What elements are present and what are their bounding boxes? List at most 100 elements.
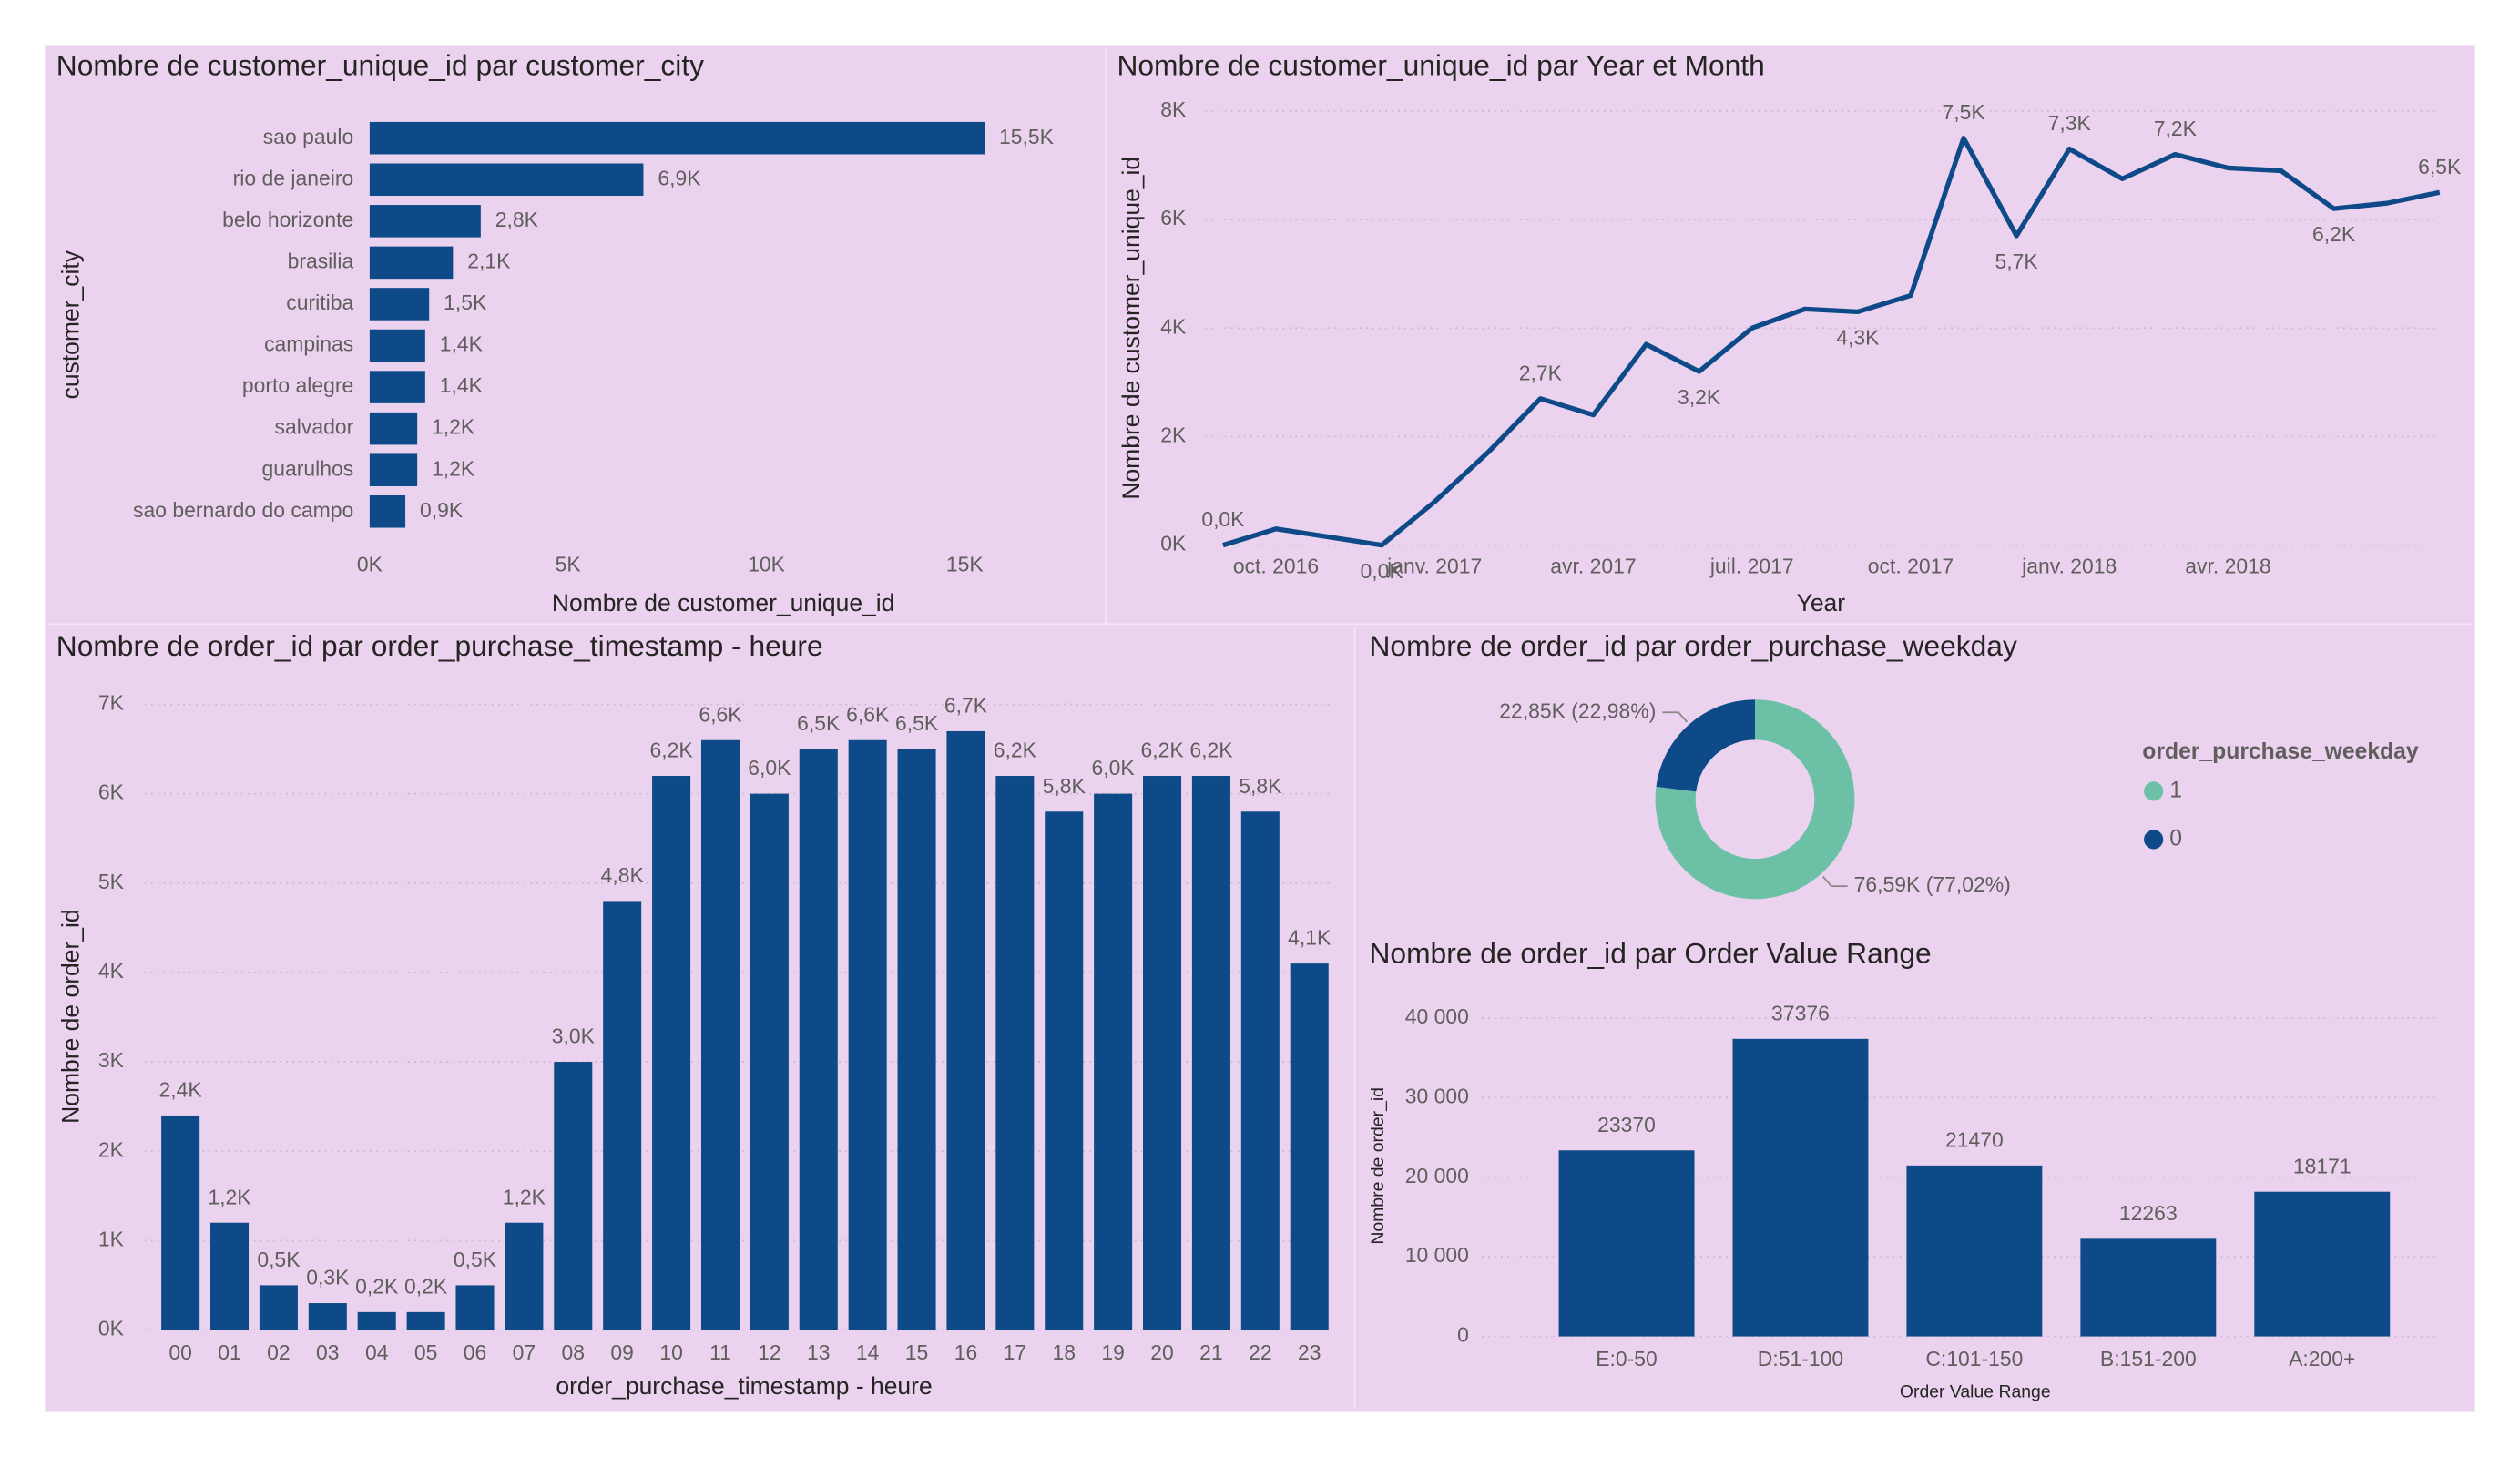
x-tick-label: E:0-50: [1596, 1347, 1658, 1370]
bar: [799, 749, 838, 1330]
y-axis-title: customer_city: [56, 250, 84, 399]
data-label: 0,5K: [257, 1248, 301, 1271]
data-label: 0,9K: [420, 498, 464, 522]
bar: [995, 776, 1035, 1330]
y-tick-label: sao bernardo do campo: [133, 498, 353, 522]
legend-title: order_purchase_weekday: [2142, 739, 2419, 764]
bar: [369, 329, 425, 362]
bar: [1191, 776, 1230, 1330]
data-label: 4,1K: [1288, 926, 1331, 950]
data-label: 7,2K: [2154, 117, 2198, 140]
x-tick-label: 06: [464, 1340, 487, 1364]
data-label: 1,2K: [503, 1185, 546, 1208]
bar: [369, 121, 985, 155]
leader-line: [1662, 711, 1689, 723]
x-tick-label: 00: [168, 1340, 192, 1364]
legend-label: 1: [2169, 778, 2182, 802]
x-tick-label: 12: [758, 1340, 781, 1364]
x-tick-label: 17: [1004, 1340, 1027, 1364]
data-label: 0,2K: [355, 1274, 399, 1298]
x-tick-label: janv. 2017: [1386, 554, 1482, 577]
y-tick-label: brasilia: [288, 249, 354, 272]
y-tick-label: 5K: [98, 870, 125, 893]
bar: [369, 163, 644, 197]
chart-title: Nombre de customer_unique_id par Year et…: [1117, 49, 1764, 82]
x-tick-label: janv. 2018: [2021, 554, 2117, 577]
x-tick-label: 04: [365, 1340, 389, 1364]
data-label: 6,9K: [658, 166, 701, 189]
y-tick-label: guarulhos: [262, 456, 354, 480]
data-label: 37376: [1771, 1001, 1830, 1024]
donut-slice: [1656, 699, 1756, 792]
data-label: 1,5K: [444, 290, 487, 314]
bar: [369, 453, 418, 486]
chart-title: Nombre de order_id par Order Value Range: [1369, 936, 1931, 969]
x-tick-label: 0K: [357, 553, 383, 576]
bar: [554, 1062, 593, 1330]
x-axis-title: order_purchase_timestamp - heure: [556, 1372, 932, 1400]
y-tick-label: salvador: [275, 415, 354, 439]
x-tick-label: avr. 2017: [1550, 554, 1636, 577]
x-tick-label: 23: [1298, 1340, 1321, 1364]
data-label: 21470: [1945, 1127, 2004, 1151]
data-label: 6,5K: [2418, 155, 2462, 178]
x-tick-label: D:51-100: [1758, 1347, 1843, 1370]
bar: [750, 793, 789, 1330]
y-tick-label: belo horizonte: [222, 208, 353, 231]
y-tick-label: porto alegre: [242, 373, 353, 397]
bar: [946, 730, 985, 1330]
x-tick-label: 19: [1101, 1340, 1125, 1364]
data-label: 3,0K: [552, 1024, 596, 1048]
legend-marker: [2144, 781, 2164, 801]
data-label: 2,7K: [1519, 361, 1563, 384]
data-label: 6,0K: [1092, 756, 1136, 779]
x-axis-title: Order Value Range: [1900, 1381, 2051, 1401]
x-axis-title: Year: [1797, 589, 1846, 616]
bar: [357, 1311, 396, 1330]
leader-line: [1821, 875, 1848, 888]
bar: [369, 371, 425, 403]
y-tick-label: 6K: [1160, 206, 1187, 229]
line: [1222, 136, 2441, 548]
y-tick-label: 40 000: [1405, 1004, 1469, 1028]
data-label: 1,4K: [440, 373, 484, 397]
y-tick-label: 20 000: [1405, 1164, 1469, 1187]
bar: [1240, 811, 1280, 1330]
data-label: 5,8K: [1043, 774, 1087, 798]
data-label: 0,2K: [404, 1274, 448, 1298]
bar: [700, 739, 740, 1330]
x-tick-label: 10: [659, 1340, 683, 1364]
y-tick-label: sao paulo: [263, 125, 353, 148]
data-label: 15,5K: [999, 125, 1055, 148]
data-label: 1,2K: [208, 1185, 251, 1208]
bar: [603, 901, 642, 1330]
data-label: 6,2K: [2312, 222, 2356, 246]
bar: [308, 1303, 347, 1330]
bar: [897, 749, 936, 1330]
data-label: 6,7K: [944, 694, 988, 718]
bar: [455, 1285, 495, 1330]
x-tick-label: 16: [954, 1340, 978, 1364]
data-label: 0,0K: [1201, 507, 1245, 531]
bar: [369, 412, 418, 445]
data-label: 6,5K: [895, 711, 939, 735]
x-tick-label: 02: [267, 1340, 291, 1364]
x-tick-label: C:101-150: [1925, 1347, 2023, 1370]
y-tick-label: 4K: [98, 959, 125, 983]
data-label: 4,8K: [601, 863, 645, 887]
data-label: 22,85K (22,98%): [1499, 698, 1656, 722]
data-label: 6,5K: [797, 711, 841, 735]
x-tick-label: oct. 2017: [1868, 554, 1954, 577]
y-tick-label: curitiba: [286, 290, 353, 314]
data-label: 76,59K (77,02%): [1854, 872, 2011, 896]
bar: [505, 1222, 544, 1330]
y-axis-title: Nombre de order_id: [1368, 1087, 1388, 1245]
bar: [1290, 963, 1329, 1330]
data-label: 23370: [1597, 1113, 1656, 1136]
data-label: 7,3K: [2048, 111, 2092, 135]
data-label: 2,8K: [495, 208, 539, 231]
data-label: 2,1K: [467, 249, 511, 272]
x-tick-label: 20: [1150, 1340, 1174, 1364]
y-tick-label: 3K: [98, 1048, 125, 1072]
chart-title: Nombre de customer_unique_id par custome…: [56, 49, 704, 82]
